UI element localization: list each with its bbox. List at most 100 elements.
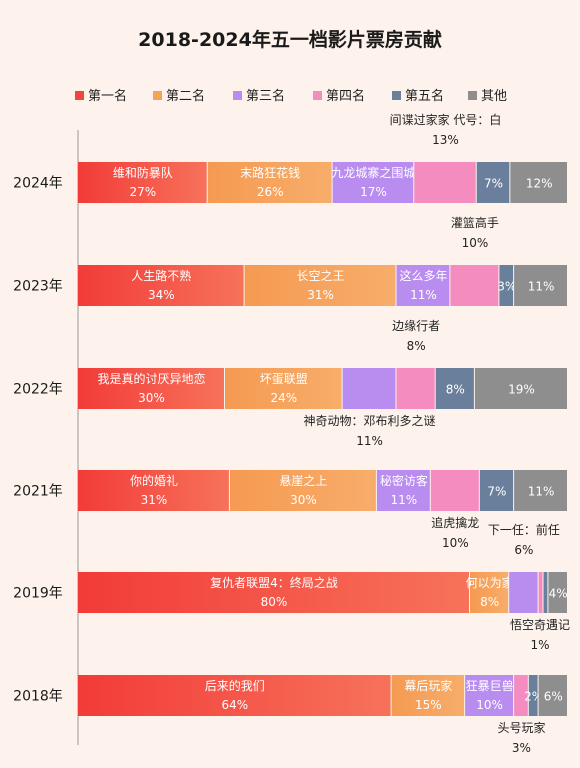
- bar-row-2019年: 2019年 复仇者联盟4：终局之战 80% 何以为家 8% 下一任：前任 6% 悟空奇遇记 1%…: [13, 522, 570, 652]
- film-label-third: 下一任：前任: [488, 522, 560, 537]
- value-label-fourth: 13%: [432, 133, 459, 147]
- bar-segment-first: [78, 368, 224, 409]
- value-label-fifth: 2%: [524, 690, 543, 704]
- bar-segment-second: [207, 162, 332, 203]
- value-label-other: 11%: [528, 485, 555, 499]
- bar-row-2024年: 2024年 维和防暴队 27% 末路狂花钱 26% 九龙城寨之围城 17% 间谍过家家 代号：…: [13, 112, 567, 203]
- value-label-other: 11%: [528, 280, 555, 294]
- bar-segment-other: [548, 572, 567, 613]
- film-label-first: 人生路不熟: [131, 268, 191, 283]
- bar-segment-fourth: [450, 265, 499, 306]
- legend-label-first: 第一名: [88, 88, 127, 104]
- legend: 第一名 第二名 第三名 第四名 第五名 其他: [75, 88, 507, 104]
- value-label-second: 30%: [290, 493, 317, 507]
- bar-segment-second: [225, 368, 342, 409]
- legend-swatch-first: [75, 91, 84, 100]
- value-label-first: 30%: [138, 391, 165, 405]
- bar-segment-first: [78, 265, 244, 306]
- value-label-third: 6%: [514, 543, 533, 557]
- film-label-second: 何以为家: [466, 575, 514, 590]
- value-label-fifth: 7%: [484, 177, 503, 191]
- year-label: 2021年: [13, 484, 63, 500]
- film-label-fourth: 边缘行者: [392, 319, 440, 333]
- value-label-fifth: 8%: [446, 383, 465, 397]
- year-label: 2022年: [13, 382, 63, 398]
- value-label-second: 26%: [257, 185, 284, 199]
- value-label-third: 11%: [391, 493, 418, 507]
- value-label-fifth: 3%: [497, 280, 516, 294]
- value-label-other: 19%: [508, 383, 535, 397]
- value-label-fourth: 1%: [530, 638, 549, 652]
- bar-segment-fifth: [528, 675, 538, 716]
- film-label-third: 秘密访客: [380, 473, 428, 488]
- year-label: 2023年: [13, 279, 63, 295]
- value-label-fifth: 7%: [487, 485, 506, 499]
- bar-segment-second: [391, 675, 465, 716]
- bar-segment-other: [510, 162, 567, 203]
- value-label-other: 12%: [526, 177, 553, 191]
- legend-label-second: 第二名: [166, 88, 205, 104]
- chart-title: 2018-2024年五一档影片票房贡献: [138, 28, 442, 51]
- bar-row-2022年: 2022年 我是真的讨厌异地恋 30% 坏蛋联盟 24% 神奇动物：邓布利多之谜 11% 边缘…: [13, 319, 567, 448]
- film-label-second: 坏蛋联盟: [260, 372, 308, 386]
- value-label-second: 15%: [415, 698, 442, 712]
- value-label-other: 4%: [549, 587, 568, 601]
- film-label-third: 狂暴巨兽: [466, 679, 514, 693]
- bar-segment-other: [514, 265, 567, 306]
- film-label-second: 长空之王: [297, 269, 345, 283]
- bars: 2024年 维和防暴队 27% 末路狂花钱 26% 九龙城寨之围城 17% 间谍过家家 代号：…: [13, 112, 570, 755]
- bar-segment-third: [509, 572, 538, 613]
- value-label-third: 11%: [356, 434, 383, 448]
- film-label-first: 我是真的讨厌异地恋: [97, 371, 205, 386]
- legend-label-other: 其他: [481, 89, 507, 104]
- value-label-other: 6%: [544, 690, 563, 704]
- value-label-second: 8%: [480, 595, 499, 609]
- value-label-second: 31%: [307, 288, 334, 302]
- legend-label-fourth: 第四名: [326, 88, 365, 104]
- value-label-fourth: 3%: [512, 741, 531, 755]
- year-label: 2018年: [13, 689, 63, 705]
- bar-segment-first: [78, 470, 229, 511]
- bar-segment-fifth: [543, 572, 548, 613]
- bar-row-2021年: 2021年 你的婚礼 31% 悬崖之上 30% 秘密访客 11% 追虎擒龙 10% 7% 11%: [13, 470, 567, 550]
- bar-segment-other: [538, 675, 567, 716]
- bar-segment-fourth: [430, 470, 479, 511]
- film-label-second: 末路狂花钱: [240, 165, 300, 180]
- value-label-third: 11%: [410, 288, 437, 302]
- bar-segment-fourth: [396, 368, 435, 409]
- legend-swatch-third: [233, 91, 242, 100]
- bar-segment-first: [78, 675, 391, 716]
- bar-segment-fourth: [538, 572, 543, 613]
- value-label-first: 64%: [221, 698, 248, 712]
- bar-segment-fifth: [476, 162, 510, 203]
- film-label-second: 幕后玩家: [404, 678, 452, 693]
- bar-row-2018年: 2018年 后来的我们 64% 幕后玩家 15% 狂暴巨兽 10% 头号玩家 3% 2% 6%: [13, 675, 567, 755]
- film-label-first: 维和防暴队: [113, 165, 173, 180]
- value-label-second: 24%: [270, 391, 297, 405]
- film-label-fourth: 悟空奇遇记: [510, 617, 570, 632]
- value-label-first: 34%: [148, 288, 175, 302]
- bar-segment-first: [78, 572, 469, 613]
- film-label-first: 复仇者联盟4：终局之战: [210, 575, 338, 590]
- bar-segment-other: [474, 368, 567, 409]
- bar-segment-second: [244, 265, 396, 306]
- film-label-fourth: 头号玩家: [497, 720, 545, 735]
- film-label-fourth: 追虎擒龙: [431, 515, 479, 530]
- value-label-first: 27%: [130, 185, 157, 199]
- film-label-third: 这么多年: [399, 268, 447, 283]
- film-label-first: 你的婚礼: [130, 473, 178, 488]
- bar-segment-fourth: [414, 162, 476, 203]
- bar-segment-fourth: [514, 675, 528, 716]
- bar-segment-other: [514, 470, 567, 511]
- value-label-third: 10%: [476, 698, 503, 712]
- year-label: 2019年: [13, 586, 63, 602]
- bar-segment-fifth: [435, 368, 474, 409]
- bar-segment-third: [342, 368, 396, 409]
- bar-segment-fifth: [499, 265, 514, 306]
- value-label-first: 80%: [261, 595, 288, 609]
- film-label-first: 后来的我们: [205, 678, 265, 693]
- value-label-fourth: 10%: [442, 536, 469, 550]
- year-label: 2024年: [13, 176, 63, 192]
- film-label-fourth: 灌篮高手: [451, 215, 499, 230]
